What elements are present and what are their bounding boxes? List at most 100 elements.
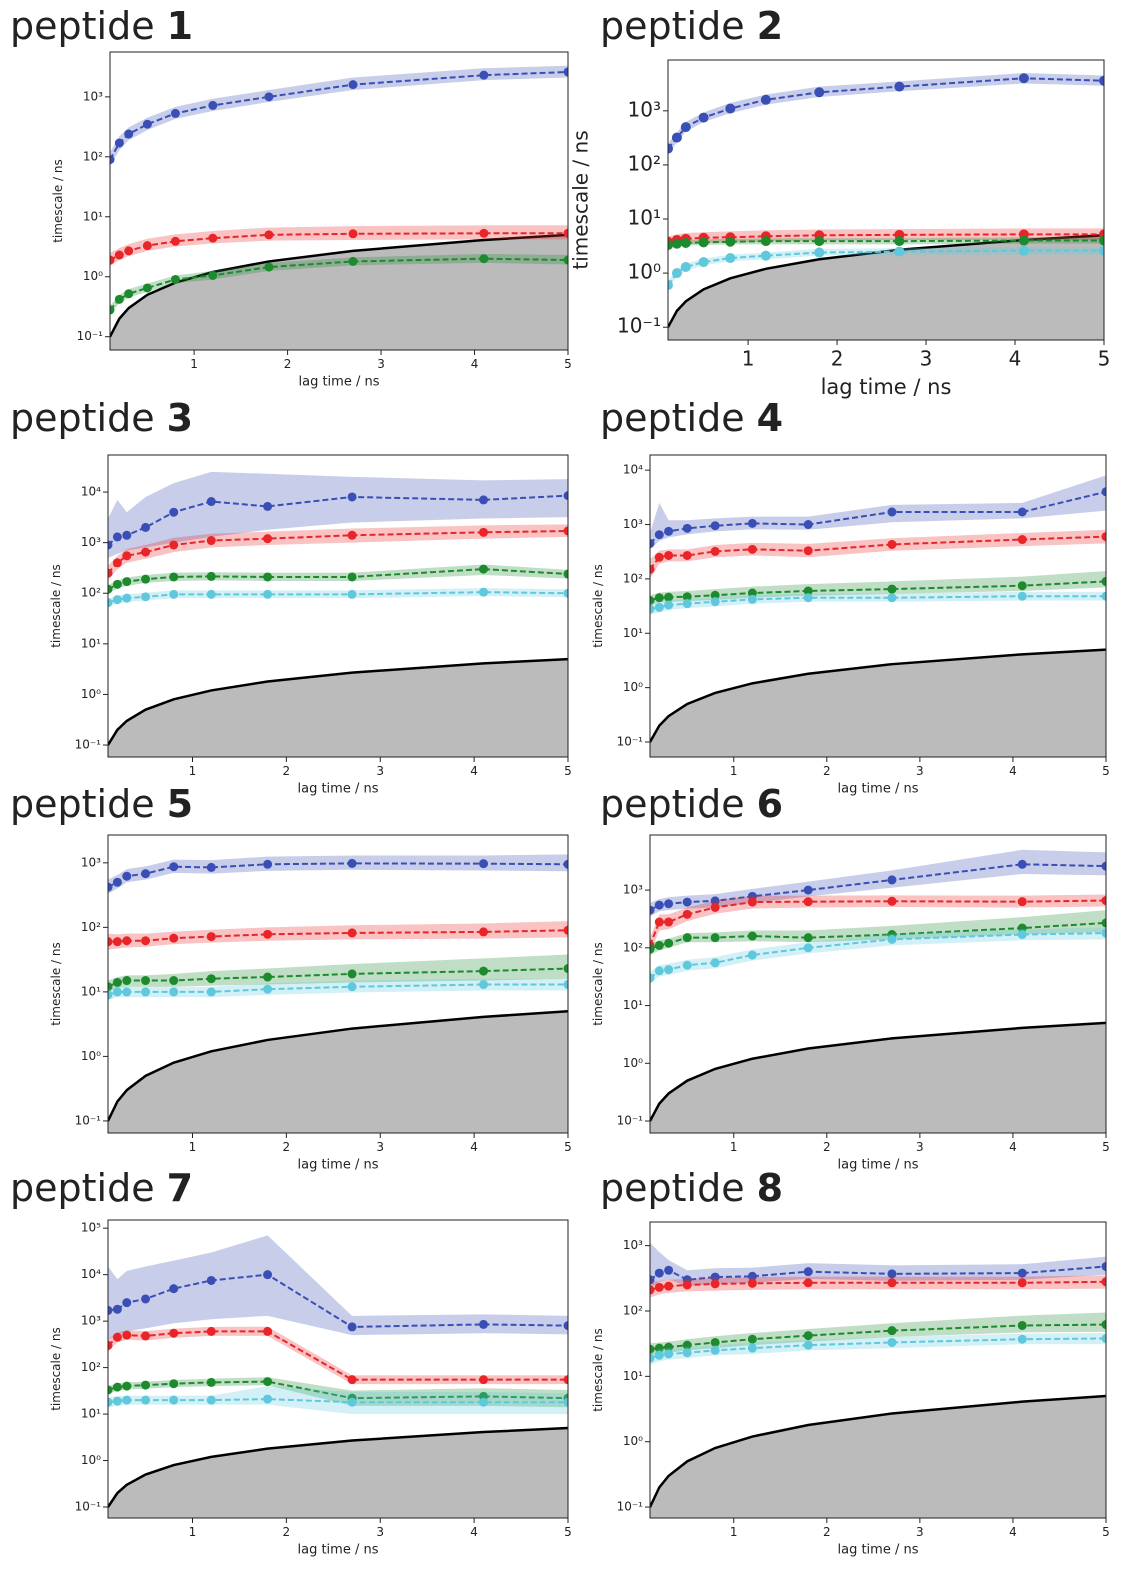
x-tick-label: 2: [823, 1525, 831, 1539]
x-axis-label: lag time / ns: [838, 1158, 919, 1173]
data-point: [122, 593, 132, 603]
data-point: [169, 589, 179, 599]
data-point: [479, 927, 489, 937]
lag-time-line: [108, 1426, 568, 1508]
x-tick-label: 1: [189, 1525, 197, 1539]
lag-time-line: [650, 1021, 1106, 1122]
data-point: [264, 230, 274, 240]
data-point: [108, 990, 113, 1000]
data-point: [1017, 1320, 1027, 1330]
x-tick-label: 5: [564, 357, 572, 371]
y-axis-label: timescale / ns: [569, 130, 593, 269]
data-point: [141, 522, 151, 532]
data-point: [803, 520, 813, 530]
data-point: [122, 530, 132, 540]
series-line: [108, 529, 568, 574]
y-tick-label: 10³: [623, 517, 643, 531]
data-point: [803, 885, 813, 895]
data-point: [108, 937, 113, 947]
plot-frame: [649, 834, 1107, 1134]
series-line: [108, 1330, 568, 1381]
data-point: [206, 1395, 216, 1405]
data-point: [347, 492, 357, 502]
y-tick-label: 10⁴: [81, 1267, 101, 1281]
data-point: [563, 859, 568, 869]
series-line: [110, 257, 568, 311]
data-point: [1017, 897, 1027, 907]
data-point: [747, 594, 757, 604]
panel-title: peptide 2: [600, 4, 783, 48]
data-point: [348, 80, 358, 90]
x-tick-label: 4: [470, 1140, 478, 1154]
data-point: [563, 588, 568, 598]
data-point: [887, 1269, 897, 1279]
data-point: [263, 972, 273, 982]
data-point: [141, 574, 151, 584]
data-point: [650, 1344, 655, 1354]
data-point: [803, 943, 813, 953]
plot-area: [650, 1242, 1106, 1518]
data-point: [141, 592, 151, 602]
data-point: [682, 599, 692, 609]
data-point: [1017, 507, 1027, 517]
data-point: [814, 236, 825, 247]
data-point: [1101, 576, 1106, 586]
y-tick-label: 10³: [81, 855, 101, 869]
data-point: [710, 896, 720, 906]
y-tick-label: 10⁻¹: [617, 1114, 644, 1128]
data-point: [263, 1270, 273, 1280]
data-point: [108, 1305, 113, 1315]
y-tick-label: 10²: [81, 586, 101, 600]
data-point: [479, 980, 489, 990]
data-point: [680, 261, 691, 272]
lag-time-line: [650, 648, 1106, 743]
data-point: [710, 1337, 720, 1347]
data-point: [668, 240, 673, 251]
uncertainty-band: [650, 1312, 1106, 1356]
data-point: [894, 236, 905, 247]
data-point: [122, 1298, 132, 1308]
data-point: [347, 530, 357, 540]
uncertainty-band: [110, 253, 568, 314]
data-point: [803, 1340, 813, 1350]
data-point: [1099, 75, 1104, 86]
series-line: [108, 983, 568, 996]
y-tick-label: 10⁻¹: [617, 1500, 644, 1514]
title-text: peptide: [10, 4, 155, 48]
data-point: [887, 507, 897, 517]
data-point: [1017, 1278, 1027, 1288]
data-point: [479, 70, 489, 80]
uncertainty-band: [650, 1242, 1106, 1289]
data-point: [112, 1332, 122, 1342]
series-line: [650, 595, 1106, 610]
data-point: [124, 129, 134, 139]
data-point: [263, 929, 273, 939]
x-tick-label: 3: [376, 1140, 384, 1154]
data-point: [108, 1385, 113, 1395]
data-point: [725, 103, 736, 114]
data-point: [710, 902, 720, 912]
series-line: [650, 1323, 1106, 1351]
data-point: [206, 932, 216, 942]
x-tick-label: 4: [1009, 347, 1022, 371]
x-tick-label: 3: [920, 347, 933, 371]
data-point: [142, 283, 152, 293]
data-point: [664, 550, 674, 560]
data-point: [347, 1375, 357, 1385]
data-point: [563, 491, 568, 501]
x-tick-label: 4: [1009, 764, 1017, 778]
data-point: [206, 1275, 216, 1285]
plot-area: [650, 849, 1106, 1133]
plot-area: [650, 475, 1106, 757]
data-point: [671, 132, 682, 143]
data-point: [122, 1330, 132, 1340]
data-point: [747, 544, 757, 554]
data-point: [479, 527, 489, 537]
series-line: [110, 70, 568, 161]
data-point: [680, 122, 691, 133]
y-tick-label: 10⁰: [81, 687, 101, 701]
x-tick-label: 3: [916, 1525, 924, 1539]
lag-time-line: [108, 657, 568, 746]
data-point: [654, 530, 664, 540]
data-point: [654, 917, 664, 927]
